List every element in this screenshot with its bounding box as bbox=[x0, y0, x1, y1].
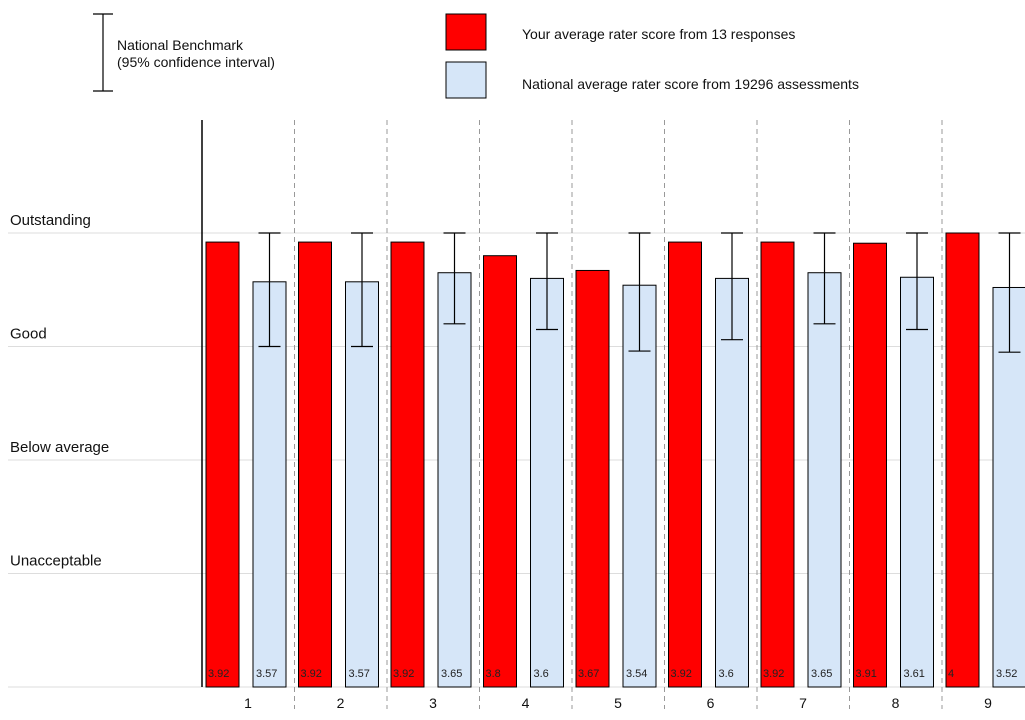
value-label-national: 3.6 bbox=[719, 668, 734, 680]
legend-label-national: National average rater score from 19296 … bbox=[522, 76, 859, 92]
value-label-national: 3.57 bbox=[256, 668, 277, 680]
bar-national bbox=[530, 277, 564, 688]
value-label-yours: 3.92 bbox=[301, 668, 322, 680]
bar-national bbox=[252, 281, 287, 688]
bar-yours bbox=[760, 241, 795, 688]
rating-label-unacceptable: Unacceptable bbox=[10, 553, 102, 570]
value-label-yours: 3.92 bbox=[208, 668, 229, 680]
category-tick-label: 8 bbox=[892, 695, 900, 711]
bar-yours bbox=[945, 232, 980, 688]
value-label-yours: 3.67 bbox=[578, 668, 599, 680]
value-label-yours: 3.92 bbox=[393, 668, 414, 680]
value-label-yours: 3.92 bbox=[671, 668, 692, 680]
legend-benchmark: National Benchmark (95% confidence inter… bbox=[93, 13, 275, 92]
category-tick-label: 1 bbox=[244, 695, 252, 711]
category-tick-label: 3 bbox=[429, 695, 437, 711]
value-label-national: 3.52 bbox=[996, 668, 1017, 680]
rating-label-outstanding: Outstanding bbox=[10, 212, 91, 229]
bar-national bbox=[992, 286, 1025, 688]
bar-yours bbox=[575, 269, 610, 688]
legend-swatch-yours bbox=[445, 13, 487, 51]
value-label-national: 3.54 bbox=[626, 668, 647, 680]
value-label-yours: 4 bbox=[948, 668, 954, 680]
category-tick-label: 9 bbox=[984, 695, 992, 711]
bar-national bbox=[715, 277, 749, 688]
bar-yours bbox=[298, 241, 332, 688]
legend-series: Your average rater score from 13 respons… bbox=[445, 13, 859, 99]
category-tick-label: 4 bbox=[522, 695, 530, 711]
bar-national bbox=[900, 276, 934, 688]
value-label-yours: 3.91 bbox=[856, 668, 877, 680]
plot-area: Unacceptable Below average Good Outstanding… bbox=[8, 120, 1025, 711]
value-label-national: 3.6 bbox=[534, 668, 549, 680]
category-tick-label: 6 bbox=[707, 695, 715, 711]
category-tick-label: 7 bbox=[799, 695, 807, 711]
value-label-national: 3.65 bbox=[811, 668, 832, 680]
bar-yours bbox=[668, 241, 702, 688]
bar-yours bbox=[390, 241, 425, 688]
value-label-national: 3.61 bbox=[904, 668, 925, 680]
category-tick-label: 5 bbox=[614, 695, 622, 711]
bar-yours bbox=[483, 255, 517, 688]
value-label-national: 3.57 bbox=[349, 668, 370, 680]
bar-national bbox=[807, 272, 842, 688]
value-label-national: 3.65 bbox=[441, 668, 462, 680]
bar-national bbox=[622, 284, 657, 688]
category-tick-label: 2 bbox=[337, 695, 345, 711]
value-label-yours: 3.92 bbox=[763, 668, 784, 680]
rating-label-good: Good bbox=[10, 326, 47, 343]
bar-yours bbox=[853, 242, 887, 688]
value-label-yours: 3.8 bbox=[486, 668, 501, 680]
bar-yours bbox=[205, 241, 240, 688]
rating-label-below-average: Below average bbox=[10, 439, 109, 456]
legend-label-yours: Your average rater score from 13 respons… bbox=[522, 26, 795, 42]
legend-benchmark-label: National Benchmark bbox=[117, 37, 244, 53]
legend-benchmark-sublabel: (95% confidence interval) bbox=[117, 54, 275, 70]
bar-national bbox=[437, 272, 472, 688]
legend-swatch-national bbox=[445, 61, 487, 99]
